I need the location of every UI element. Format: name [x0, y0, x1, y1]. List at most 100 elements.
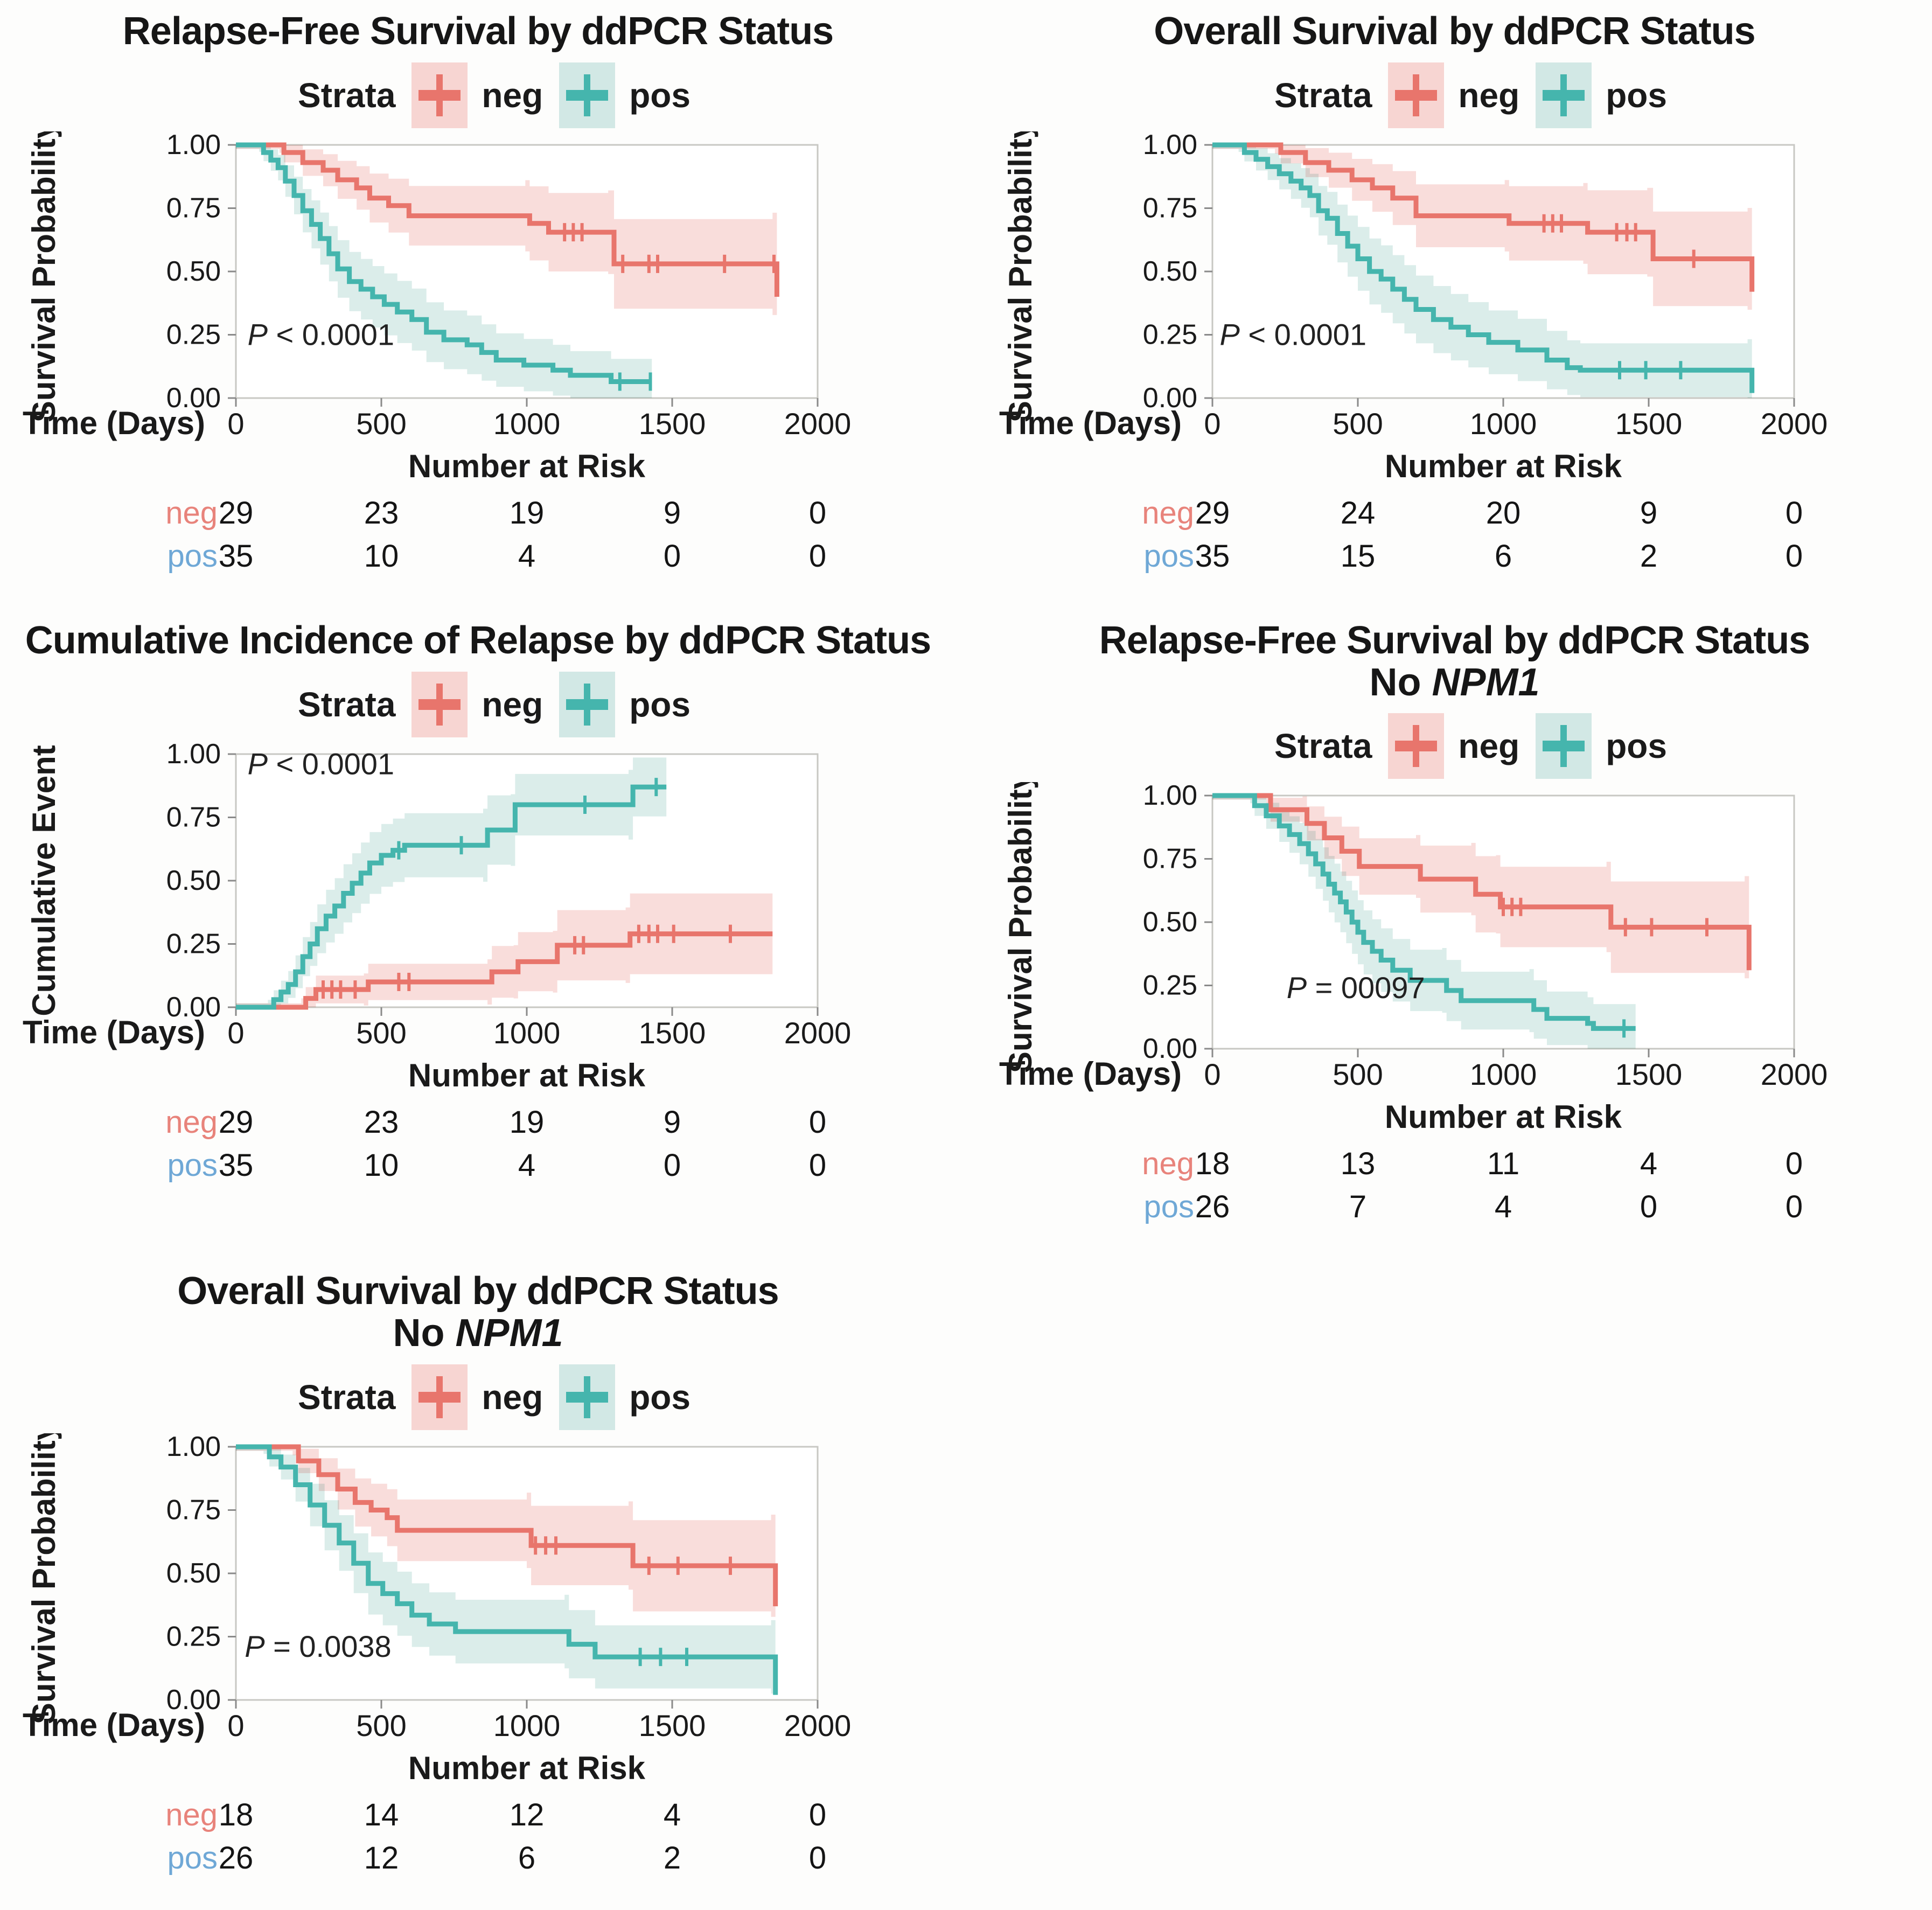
- risk-value: 4: [1494, 1189, 1511, 1224]
- pos-censor-cross-icon: [1536, 62, 1592, 128]
- legend-key-neg: neg: [411, 62, 543, 128]
- svg-text:500: 500: [356, 1709, 406, 1742]
- x-axis: 0 500 1000 1500 2000 Time (Days): [999, 1049, 1828, 1092]
- strata-legend: Strata neg pos: [36, 62, 953, 128]
- svg-text:0: 0: [227, 407, 244, 441]
- risk-table-header: Number at Risk: [408, 448, 645, 484]
- ci-band-neg: [235, 1446, 776, 1656]
- risk-value: 4: [518, 1148, 535, 1183]
- km-curve-neg: [235, 931, 772, 1009]
- risk-value: 7: [1349, 1189, 1366, 1224]
- svg-text:0.00: 0.00: [1142, 382, 1197, 414]
- neg-censor-cross-icon: [411, 1364, 468, 1430]
- risk-value: 6: [1494, 539, 1511, 574]
- risk-value: 35: [1195, 539, 1230, 574]
- risk-row-label-neg: neg: [1142, 496, 1194, 531]
- pos-censor-cross-icon: [559, 62, 616, 128]
- legend-key-neg: neg: [1388, 713, 1519, 779]
- svg-text:0.25: 0.25: [166, 1621, 220, 1652]
- legend-key-neg: neg: [411, 671, 543, 737]
- svg-text:0.00: 0.00: [166, 992, 220, 1023]
- svg-text:1000: 1000: [1469, 407, 1537, 441]
- risk-value: 14: [364, 1797, 399, 1832]
- strata-legend: Strata neg pos: [1012, 713, 1929, 779]
- svg-text:0.75: 0.75: [166, 801, 220, 833]
- km-curve-pos: [1212, 793, 1636, 1031]
- pos-censor-cross-icon: [559, 1364, 616, 1430]
- y-axis: 1.00 0.75 0.50 0.25 0.00: [1142, 782, 1212, 1064]
- km-plot-os-no-npm1: 1.000.750.500.250.000 500 1000 1500 2000Time…: [23, 1433, 851, 1876]
- neg-censor-cross-icon: [411, 671, 468, 737]
- panel-rfs-no-npm1: Relapse-Free Survival by ddPCR Status No…: [980, 617, 1929, 1243]
- km-plot-os-all: 1.000.750.500.250.000 500 1000 1500 2000Time…: [999, 131, 1828, 574]
- risk-value: 26: [218, 1841, 253, 1876]
- pos-censor-cross-icon: [559, 671, 616, 737]
- risk-table: Number at Risk neg 29 23 19 9 0 pos 35 10 4 0 0: [165, 448, 826, 574]
- risk-value: 35: [218, 1148, 253, 1183]
- svg-text:1.00: 1.00: [166, 1433, 220, 1462]
- y-axis-label: Survival Probability: [1002, 782, 1038, 1073]
- risk-table-header: Number at Risk: [408, 1057, 645, 1093]
- legend-title: Strata: [298, 685, 396, 724]
- svg-text:0.25: 0.25: [166, 319, 220, 350]
- risk-value: 13: [1340, 1146, 1375, 1181]
- risk-value: 0: [663, 1148, 680, 1183]
- y-axis: 1.00 0.75 0.50 0.25 0.00: [166, 1433, 236, 1716]
- risk-value: 15: [1340, 539, 1375, 574]
- risk-value: 0: [808, 1797, 826, 1832]
- svg-text:0: 0: [1204, 407, 1220, 441]
- risk-row-label-neg: neg: [165, 1797, 218, 1832]
- risk-value: 6: [518, 1841, 535, 1876]
- panel-subtitle: No NPM1: [980, 661, 1929, 704]
- svg-text:1000: 1000: [493, 1016, 560, 1050]
- x-axis-label: Time (Days): [999, 405, 1182, 441]
- risk-value: 0: [808, 539, 826, 574]
- risk-value: 0: [1640, 1189, 1657, 1224]
- risk-row-label-neg: neg: [1142, 1146, 1194, 1181]
- risk-value: 0: [1785, 1146, 1802, 1181]
- svg-text:1500: 1500: [638, 407, 706, 441]
- legend-title: Strata: [1274, 75, 1372, 115]
- svg-text:0.25: 0.25: [1142, 970, 1197, 1001]
- x-axis-label: Time (Days): [23, 1707, 205, 1743]
- risk-value: 29: [218, 1105, 253, 1140]
- km-curve-pos: [235, 1444, 778, 1695]
- km-curve-neg: [1212, 142, 1754, 292]
- x-axis-label: Time (Days): [23, 1014, 205, 1050]
- svg-text:0: 0: [1204, 1057, 1220, 1091]
- risk-row-label-neg: neg: [165, 1105, 218, 1140]
- risk-value: 10: [364, 1148, 399, 1183]
- y-axis: 1.00 0.75 0.50 0.25 0.00: [166, 131, 236, 414]
- svg-text:0.50: 0.50: [1142, 907, 1197, 938]
- svg-text:0.75: 0.75: [166, 192, 220, 224]
- p-value: P < 0.0001: [247, 317, 394, 351]
- svg-text:1500: 1500: [1615, 407, 1682, 441]
- risk-value: 0: [808, 1148, 826, 1183]
- svg-text:2000: 2000: [1760, 1057, 1828, 1091]
- panel-subtitle: No NPM1: [3, 1312, 953, 1355]
- svg-text:0.75: 0.75: [1142, 192, 1197, 224]
- risk-value: 0: [1785, 496, 1802, 531]
- risk-value: 0: [663, 539, 680, 574]
- legend-label-neg: neg: [482, 75, 543, 115]
- svg-text:2000: 2000: [784, 1709, 851, 1742]
- legend-key-neg: neg: [411, 1364, 543, 1430]
- ci-band-neg: [1212, 144, 1752, 343]
- km-plot-rfs-all: 1.000.750.500.250.000 500 1000 1500 2000Time…: [23, 131, 851, 574]
- subtitle-prefix: No: [393, 1312, 456, 1355]
- svg-text:1500: 1500: [638, 1016, 706, 1050]
- risk-value: 24: [1340, 496, 1375, 531]
- panel-cir-all: Cumulative Incidence of Relapse by ddPCR…: [3, 617, 953, 1243]
- risk-value: 23: [364, 496, 399, 531]
- x-axis: 0 500 1000 1500 2000 Time (Days): [23, 1007, 851, 1050]
- y-axis-label: Survival Probability: [26, 1433, 62, 1724]
- ci-band-pos: [1212, 796, 1636, 1049]
- legend-key-neg: neg: [1388, 62, 1519, 128]
- svg-text:0.50: 0.50: [166, 865, 220, 896]
- x-axis: 0 500 1000 1500 2000 Time (Days): [23, 1699, 851, 1743]
- legend-label-neg: neg: [482, 1377, 543, 1417]
- p-value: P < 0.0001: [1219, 317, 1366, 351]
- ci-band-pos: [235, 1446, 776, 1700]
- y-axis: 1.00 0.75 0.50 0.25 0.00: [1142, 131, 1212, 414]
